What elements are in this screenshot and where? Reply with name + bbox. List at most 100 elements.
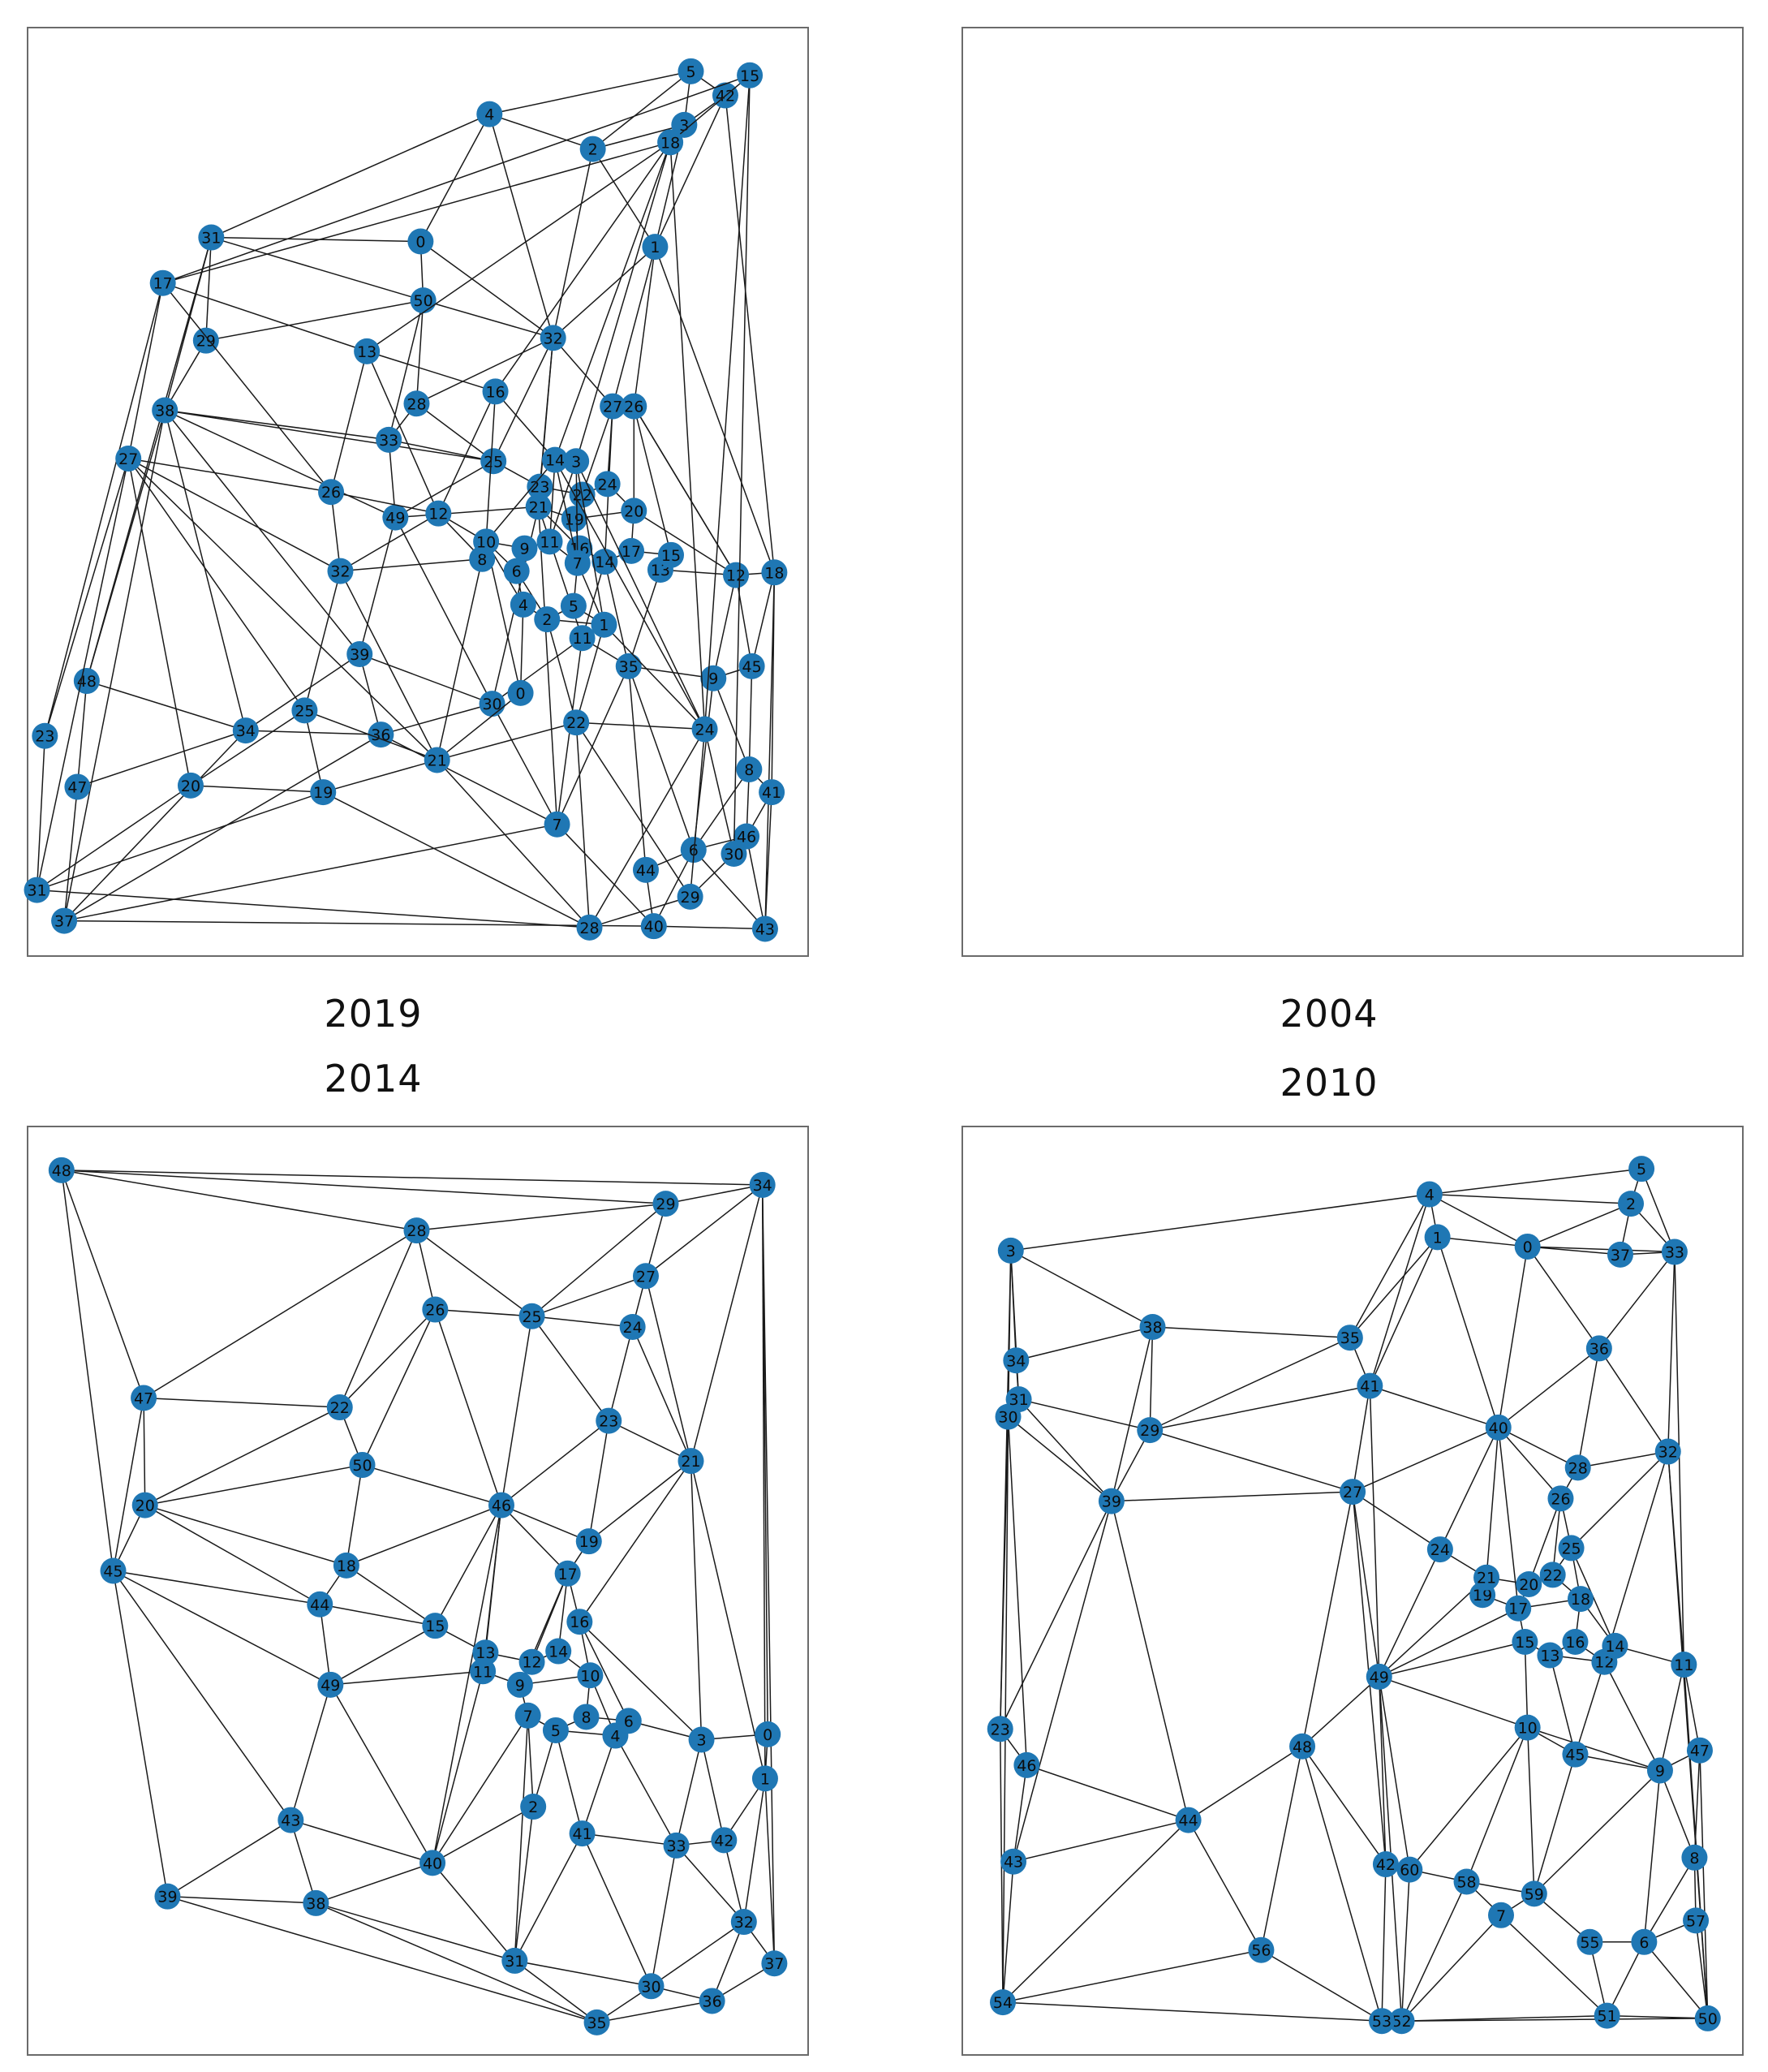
node-20: 20: [621, 498, 647, 524]
node-label: 52: [1392, 2013, 1411, 2031]
node-circle: [131, 1385, 157, 1411]
node-21: 21: [1473, 1564, 1500, 1591]
edge-3-33: [675, 1739, 703, 1846]
node-circle: [560, 592, 587, 619]
node-18: 18: [1567, 1586, 1594, 1613]
node-label: 43: [281, 1812, 300, 1830]
edge-2-1: [592, 149, 656, 248]
node-29: 29: [677, 883, 703, 910]
edge-31-0: [211, 236, 421, 243]
edge-23-21: [608, 1419, 691, 1462]
node-circle: [1426, 1536, 1453, 1563]
node-circle: [1547, 1485, 1574, 1512]
node-label: 23: [35, 728, 54, 746]
edge-47-45: [112, 1398, 144, 1571]
node-circle: [232, 717, 259, 744]
node-circle: [1514, 1714, 1541, 1741]
node-20: 20: [1516, 1570, 1542, 1597]
node-circle: [575, 1528, 602, 1555]
node-circle: [652, 1191, 679, 1217]
node-circle: [152, 397, 179, 424]
node-circle: [1369, 2008, 1396, 2035]
edge-17-49: [1379, 1608, 1519, 1678]
edge-38-35: [316, 1902, 597, 2023]
node-label: 23: [991, 1721, 1010, 1738]
node-36: 36: [699, 1988, 725, 2014]
node-circle: [1175, 1807, 1202, 1833]
node-label: 25: [1561, 1540, 1581, 1557]
node-11: 11: [569, 625, 596, 652]
edge-48-28: [61, 1170, 417, 1231]
edge-41-27: [1352, 1385, 1371, 1493]
node-circle: [1514, 1233, 1541, 1260]
node-circle: [527, 473, 553, 500]
node-label: 5: [1637, 1161, 1646, 1178]
node-label: 1: [599, 617, 609, 635]
edge-4-0: [1429, 1193, 1529, 1247]
edge-17-27: [127, 282, 164, 459]
node-circle: [131, 1492, 158, 1518]
edge-29-27: [1150, 1429, 1353, 1493]
node-label: 8: [744, 761, 754, 779]
edge-4-0: [419, 114, 490, 242]
edge-3-1: [575, 461, 605, 625]
node-label: 7: [573, 555, 583, 573]
edge-1-32: [553, 246, 656, 338]
node-35: 35: [583, 2009, 610, 2035]
edge-18-43: [764, 572, 776, 929]
edge-36-40: [1498, 1347, 1600, 1428]
node-label: 26: [624, 398, 643, 416]
edge-22-20: [144, 1406, 341, 1506]
node-33: 33: [376, 426, 402, 453]
node-21: 21: [424, 747, 450, 773]
node-30: 30: [721, 841, 747, 868]
node-circle: [327, 558, 354, 584]
node-label: 50: [1698, 2010, 1718, 2028]
node-38: 38: [152, 397, 179, 424]
edge-31-35: [514, 1960, 598, 2023]
node-label: 58: [1456, 1874, 1476, 1892]
node-23: 23: [32, 722, 58, 749]
node-24: 24: [691, 716, 718, 743]
node-circle: [507, 679, 534, 706]
node-49: 49: [1366, 1663, 1392, 1690]
node-circle: [1473, 1564, 1500, 1591]
node-39: 39: [154, 1883, 181, 1910]
node-label: 41: [762, 784, 781, 802]
node-label: 3: [697, 1732, 707, 1750]
edge-4-3: [1010, 1193, 1430, 1251]
node-circle: [1681, 1844, 1708, 1871]
node-label: 24: [695, 721, 714, 739]
node-circle: [198, 224, 225, 251]
edge-44-43: [1013, 1819, 1189, 1863]
edge-23-19: [588, 1420, 609, 1542]
node-14: 14: [545, 1638, 572, 1665]
node-circle: [310, 779, 337, 806]
node-circle: [100, 1557, 127, 1584]
node-1: 1: [751, 1765, 778, 1792]
node-label: 26: [425, 1302, 445, 1320]
node-10: 10: [577, 1662, 604, 1689]
node-label: 33: [1665, 1244, 1684, 1262]
edge-0-37: [1527, 1246, 1621, 1256]
node-circle: [1248, 1936, 1275, 1963]
node-circle: [501, 1947, 528, 1974]
caption-2019: 2019: [324, 992, 423, 1036]
node-circle: [1424, 1224, 1451, 1251]
node-label: 29: [196, 333, 216, 351]
node-circle: [1505, 1595, 1532, 1622]
node-17: 17: [618, 537, 645, 564]
node-label: 29: [681, 889, 700, 907]
node-19: 19: [310, 779, 337, 806]
edge-10-14: [485, 459, 556, 542]
node-17: 17: [149, 269, 176, 296]
edge-10-9: [1527, 1726, 1661, 1772]
edge-20-31: [37, 785, 191, 891]
node-label: 44: [636, 862, 656, 880]
node-circle: [1098, 1488, 1125, 1514]
node-label: 32: [1658, 1444, 1678, 1462]
node-34: 34: [1003, 1347, 1030, 1374]
edge-43-38: [290, 1820, 317, 1904]
node-1: 1: [1424, 1224, 1451, 1251]
node-label: 6: [512, 563, 522, 581]
